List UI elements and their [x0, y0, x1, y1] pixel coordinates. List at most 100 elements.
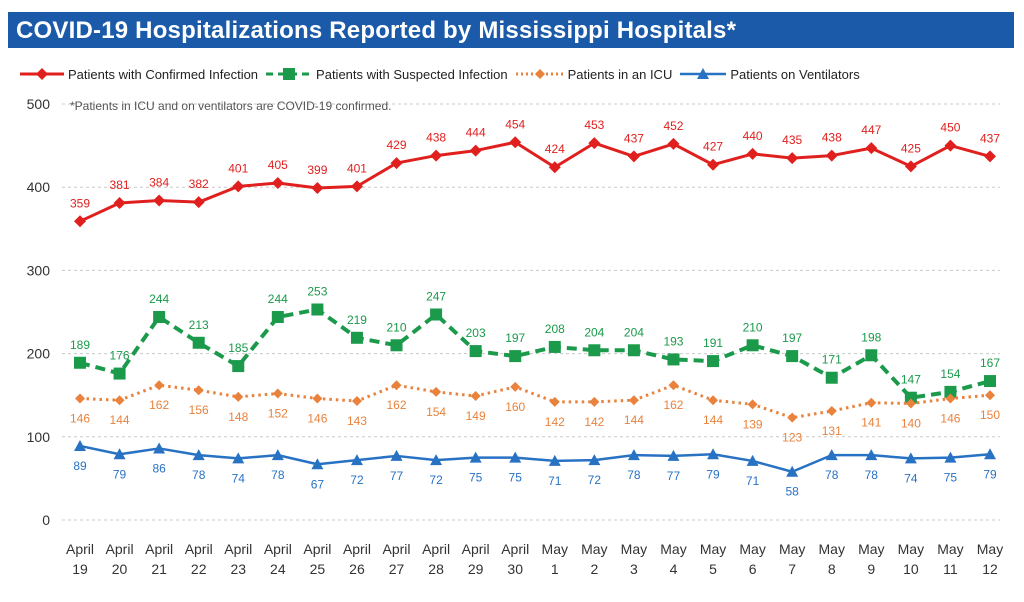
legend-swatch-ventilators — [680, 68, 727, 79]
legend: Patients with Confirmed Infection Patien… — [20, 62, 868, 86]
y-tick-label-500: 500 — [27, 96, 51, 112]
data-label-confirmed: 450 — [940, 121, 960, 135]
data-point-ventilators — [350, 454, 363, 466]
data-label-confirmed: 359 — [70, 196, 90, 210]
data-label-confirmed: 382 — [189, 177, 209, 191]
x-tick-label-day: 10 — [903, 561, 919, 577]
data-point-confirmed — [113, 197, 126, 210]
data-label-suspected: 197 — [505, 331, 525, 345]
data-label-icu: 154 — [426, 405, 446, 419]
x-tick-label-day: 12 — [982, 561, 998, 577]
data-point-icu — [747, 399, 758, 410]
data-label-suspected: 198 — [861, 330, 881, 344]
x-tick-label-month: April — [66, 541, 94, 557]
data-label-icu: 156 — [189, 403, 209, 417]
data-point-ventilators — [746, 454, 759, 466]
legend-label-confirmed: Patients with Confirmed Infection — [68, 66, 259, 82]
data-label-suspected: 197 — [782, 331, 802, 345]
data-label-ventilators: 75 — [509, 471, 523, 485]
x-tick-label-day: 6 — [749, 561, 757, 577]
data-label-icu: 160 — [505, 400, 525, 414]
x-tick-label-day: 8 — [828, 561, 836, 577]
x-tick-label-day: 25 — [310, 561, 326, 577]
data-point-suspected — [786, 350, 799, 363]
data-point-ventilators — [588, 454, 601, 466]
data-point-suspected — [984, 375, 996, 388]
data-label-suspected: 176 — [110, 349, 130, 363]
data-point-icu — [233, 391, 244, 402]
data-label-suspected: 204 — [584, 325, 604, 339]
data-label-confirmed: 401 — [347, 161, 367, 175]
data-point-icu — [510, 381, 521, 392]
legend-swatch-suspected — [266, 68, 313, 80]
data-label-confirmed: 399 — [307, 163, 327, 177]
data-point-confirmed — [548, 161, 561, 174]
y-tick-label-300: 300 — [27, 262, 51, 278]
data-point-confirmed — [904, 160, 917, 173]
x-tick-label-month: April — [145, 541, 173, 557]
data-point-ventilators — [904, 452, 917, 464]
x-tick-label-month: May — [779, 541, 805, 557]
data-point-confirmed — [944, 139, 957, 152]
x-tick-label-month: April — [303, 541, 331, 557]
x-tick-label-day: 3 — [630, 561, 638, 577]
data-point-ventilators — [113, 448, 126, 460]
data-point-ventilators — [509, 451, 522, 463]
data-point-suspected — [904, 391, 917, 404]
data-label-icu: 131 — [822, 424, 842, 438]
data-label-confirmed: 425 — [901, 141, 921, 155]
series-line-confirmed — [79, 140, 991, 223]
x-tick-label-day: 19 — [72, 561, 88, 577]
data-point-ventilators — [865, 449, 878, 461]
data-label-ventilators: 72 — [429, 473, 443, 487]
data-label-suspected: 213 — [189, 318, 209, 332]
data-point-ventilators — [74, 439, 86, 451]
series-line-suspected — [79, 307, 991, 400]
data-point-ventilators — [667, 449, 680, 461]
data-point-ventilators — [627, 449, 640, 461]
data-label-ventilators: 75 — [469, 471, 483, 485]
x-tick-label-day: 26 — [349, 561, 365, 577]
data-point-icu — [312, 393, 323, 404]
data-point-confirmed — [627, 150, 640, 163]
data-point-confirmed — [192, 196, 205, 209]
data-label-icu: 146 — [940, 412, 960, 426]
x-tick-label-day: 27 — [389, 561, 405, 577]
legend-label-icu: Patients in an ICU — [567, 66, 673, 82]
data-point-suspected — [192, 336, 205, 349]
data-point-ventilators — [390, 449, 403, 461]
x-tick-label-day: 4 — [670, 561, 678, 577]
x-tick-label-month: April — [224, 541, 252, 557]
data-label-ventilators: 74 — [232, 471, 246, 485]
data-label-ventilators: 89 — [73, 459, 87, 473]
data-point-confirmed — [786, 152, 799, 165]
data-point-confirmed — [588, 137, 601, 150]
x-tick-label-month: May — [937, 541, 963, 557]
data-point-icu — [708, 395, 719, 406]
data-label-icu: 143 — [347, 414, 367, 428]
data-point-confirmed — [74, 215, 86, 228]
data-point-icu — [985, 390, 995, 401]
y-tick-label-200: 200 — [27, 346, 51, 362]
data-point-suspected — [944, 385, 957, 398]
data-point-suspected — [430, 308, 443, 321]
data-point-icu — [470, 391, 481, 402]
data-point-confirmed — [232, 180, 245, 193]
data-label-icu: 144 — [703, 413, 723, 427]
data-label-suspected: 210 — [743, 320, 763, 334]
data-label-ventilators: 79 — [113, 467, 127, 481]
x-tick-label-month: April — [106, 541, 134, 557]
data-point-icu — [391, 380, 402, 391]
data-point-confirmed — [865, 142, 878, 155]
data-label-suspected: 171 — [822, 353, 842, 367]
x-tick-label-month: May — [898, 541, 924, 557]
data-point-ventilators — [153, 442, 166, 454]
data-point-icu — [114, 395, 125, 406]
data-label-suspected: 208 — [545, 322, 565, 336]
data-label-confirmed: 401 — [228, 161, 248, 175]
data-label-icu: 141 — [861, 416, 881, 430]
data-point-ventilators — [232, 452, 245, 464]
data-label-icu: 162 — [149, 398, 169, 412]
data-point-icu — [787, 412, 798, 423]
